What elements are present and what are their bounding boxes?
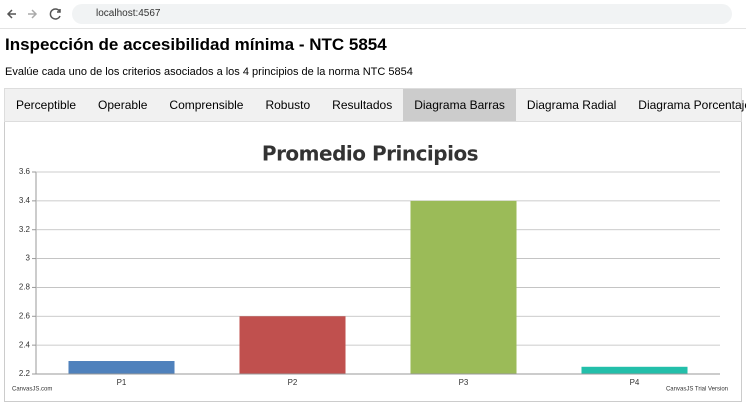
bar	[239, 316, 346, 374]
x-tick-label: P4	[630, 378, 640, 387]
watermark: CanvasJS Trial Version	[666, 387, 728, 393]
page-title: Inspección de accesibilidad mínima - NTC…	[5, 35, 387, 54]
y-tick-label: 2.8	[19, 283, 31, 292]
chart: Promedio Principios CanvasJS.com CanvasJ…	[12, 142, 728, 393]
x-tick-label: P2	[288, 378, 298, 387]
bar	[68, 361, 175, 374]
y-tick-label: 2.6	[19, 311, 31, 320]
page-subtitle: Evalúe cada uno de los criterios asociad…	[5, 66, 413, 78]
y-tick-label: 2.4	[19, 340, 31, 349]
y-tick-label: 2.2	[19, 369, 31, 378]
address-bar[interactable]: localhost:4567	[72, 4, 732, 24]
y-tick-label: 3	[26, 254, 31, 263]
tab[interactable]: Perceptible	[16, 98, 77, 112]
tab[interactable]: Diagrama Porcentaje	[638, 98, 746, 112]
x-tick-label: P3	[459, 378, 469, 387]
tab[interactable]: Diagrama Barras	[403, 89, 516, 121]
nav-buttons[interactable]	[0, 0, 70, 28]
browser-bar: localhost:4567	[0, 0, 746, 29]
tab[interactable]: Resultados	[332, 98, 393, 112]
tab[interactable]: Operable	[98, 98, 148, 112]
y-tick-label: 3.2	[19, 225, 31, 234]
bar	[410, 200, 517, 374]
url: localhost:4567	[96, 8, 161, 19]
tab[interactable]: Comprensible	[169, 98, 244, 112]
bar	[581, 366, 688, 374]
tab[interactable]: Robusto	[265, 98, 311, 112]
y-tick-label: 3.6	[19, 167, 31, 176]
chart-title: Promedio Principios	[262, 142, 478, 166]
x-tick-label: P1	[117, 378, 127, 387]
credit[interactable]: CanvasJS.com	[12, 387, 52, 393]
tab-bar: Perceptible Operable Comprensible Robusto Re…	[4, 88, 746, 122]
tab[interactable]: Diagrama Radial	[526, 98, 617, 112]
y-tick-label: 3.4	[19, 196, 31, 205]
